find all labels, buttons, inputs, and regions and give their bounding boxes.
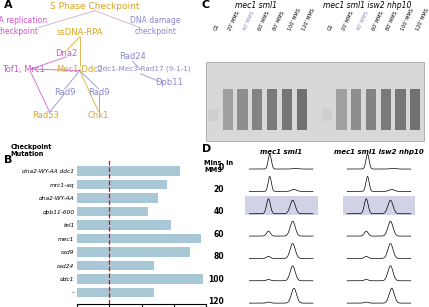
Text: Rad53: Rad53	[32, 111, 59, 120]
Bar	[322, 109, 332, 121]
Text: G1: G1	[327, 23, 334, 32]
Text: 100' MMS: 100' MMS	[401, 8, 415, 32]
Text: 40' MMS: 40' MMS	[356, 11, 369, 32]
Bar	[296, 89, 307, 130]
Text: Tof1, Mrc1: Tof1, Mrc1	[2, 64, 45, 74]
Text: mec1 sml1: mec1 sml1	[235, 2, 277, 10]
Bar	[77, 220, 170, 230]
Bar	[237, 89, 248, 130]
Text: 60' MMS: 60' MMS	[371, 11, 384, 32]
Bar	[77, 247, 190, 257]
Bar	[343, 196, 415, 215]
Bar	[223, 89, 233, 130]
Bar	[381, 89, 391, 130]
Bar	[252, 89, 263, 130]
Text: ssDNA-RPA: ssDNA-RPA	[57, 28, 103, 37]
Bar	[77, 166, 180, 176]
Text: mec1 sml1: mec1 sml1	[260, 149, 302, 155]
Text: 20: 20	[214, 185, 224, 194]
Bar	[77, 261, 154, 270]
Text: 80' MMS: 80' MMS	[386, 11, 399, 32]
Text: C: C	[202, 0, 210, 10]
Text: Rad24: Rad24	[119, 52, 146, 61]
Text: 40: 40	[214, 208, 224, 216]
Bar	[77, 193, 158, 203]
Text: mec1 sml1 isw2 nhp10: mec1 sml1 isw2 nhp10	[323, 2, 412, 10]
Text: S Phase Checkpoint: S Phase Checkpoint	[50, 2, 140, 11]
Text: D: D	[202, 144, 211, 154]
Bar	[77, 234, 201, 243]
Bar	[77, 207, 148, 216]
Text: Rad9: Rad9	[54, 87, 76, 97]
Text: Mins. in
MMS: Mins. in MMS	[204, 160, 233, 173]
Bar	[336, 89, 347, 130]
Bar	[396, 89, 406, 130]
Text: DNA damage
checkpoint: DNA damage checkpoint	[130, 16, 181, 36]
Text: 20' MMS: 20' MMS	[228, 11, 241, 32]
Text: mec1 sml1 isw2 nhp10: mec1 sml1 isw2 nhp10	[334, 149, 424, 155]
Bar	[77, 288, 154, 297]
Text: Dna2: Dna2	[55, 49, 78, 58]
Bar	[77, 274, 202, 284]
Bar	[206, 62, 424, 142]
Bar	[208, 109, 218, 121]
Text: 120' MMS: 120' MMS	[415, 8, 429, 32]
Text: A: A	[4, 0, 13, 10]
Text: Chk1: Chk1	[88, 111, 109, 120]
Text: 20' MMS: 20' MMS	[341, 11, 355, 32]
Text: Rad9: Rad9	[88, 87, 109, 97]
Text: Checkpoint
Mutation: Checkpoint Mutation	[10, 144, 51, 157]
Text: 100: 100	[208, 274, 224, 284]
Bar	[366, 89, 376, 130]
Bar	[77, 180, 167, 189]
Text: B: B	[4, 155, 13, 165]
Text: DNA replication
checkpoint: DNA replication checkpoint	[0, 16, 48, 36]
Text: 60: 60	[214, 230, 224, 239]
Text: 120' MMS: 120' MMS	[302, 8, 316, 32]
Text: Ddc1-Mec3-Rad17 (9-1-1): Ddc1-Mec3-Rad17 (9-1-1)	[97, 66, 191, 72]
Bar	[351, 89, 361, 130]
Text: 80' MMS: 80' MMS	[272, 11, 285, 32]
Text: 40' MMS: 40' MMS	[242, 11, 256, 32]
Text: G1: G1	[213, 23, 221, 32]
Text: 100' MMS: 100' MMS	[287, 8, 302, 32]
Text: Dpb11: Dpb11	[154, 78, 182, 87]
Text: Mec1-Ddc2: Mec1-Ddc2	[56, 64, 103, 74]
Text: 0: 0	[219, 163, 224, 172]
Bar	[282, 89, 292, 130]
Bar	[267, 89, 277, 130]
Text: 60' MMS: 60' MMS	[257, 11, 271, 32]
Bar	[245, 196, 317, 215]
Bar	[410, 89, 420, 130]
Text: 120: 120	[208, 297, 224, 306]
Text: 80: 80	[214, 252, 224, 261]
